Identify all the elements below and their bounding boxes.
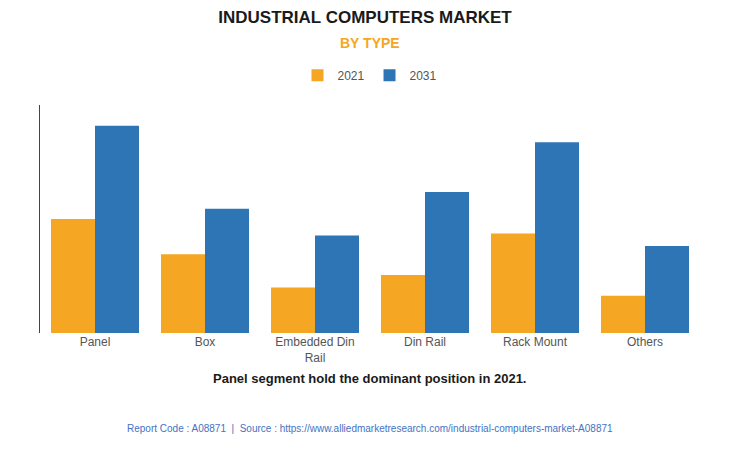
svg-text:Rack Mount: Rack Mount [503, 335, 568, 349]
svg-text:Report Code : A08871 | Sourc: Report Code : A08871 | Source : https://… [127, 423, 613, 434]
svg-text:2031: 2031 [410, 69, 437, 83]
svg-text:Panel: Panel [80, 335, 111, 349]
svg-text:Others: Others [627, 335, 663, 349]
svg-text:Box: Box [195, 335, 216, 349]
svg-text:Din Rail: Din Rail [404, 335, 446, 349]
svg-text:INDUSTRIAL COMPUTERS MARKET: INDUSTRIAL COMPUTERS MARKET [218, 8, 512, 27]
svg-text:BY TYPE: BY TYPE [340, 35, 400, 51]
svg-text:Panel segment hold the dominan: Panel segment hold the dominant position… [213, 371, 527, 386]
svg-text:Embedded DinRail: Embedded DinRail [275, 335, 354, 365]
svg-text:2021: 2021 [338, 69, 365, 83]
